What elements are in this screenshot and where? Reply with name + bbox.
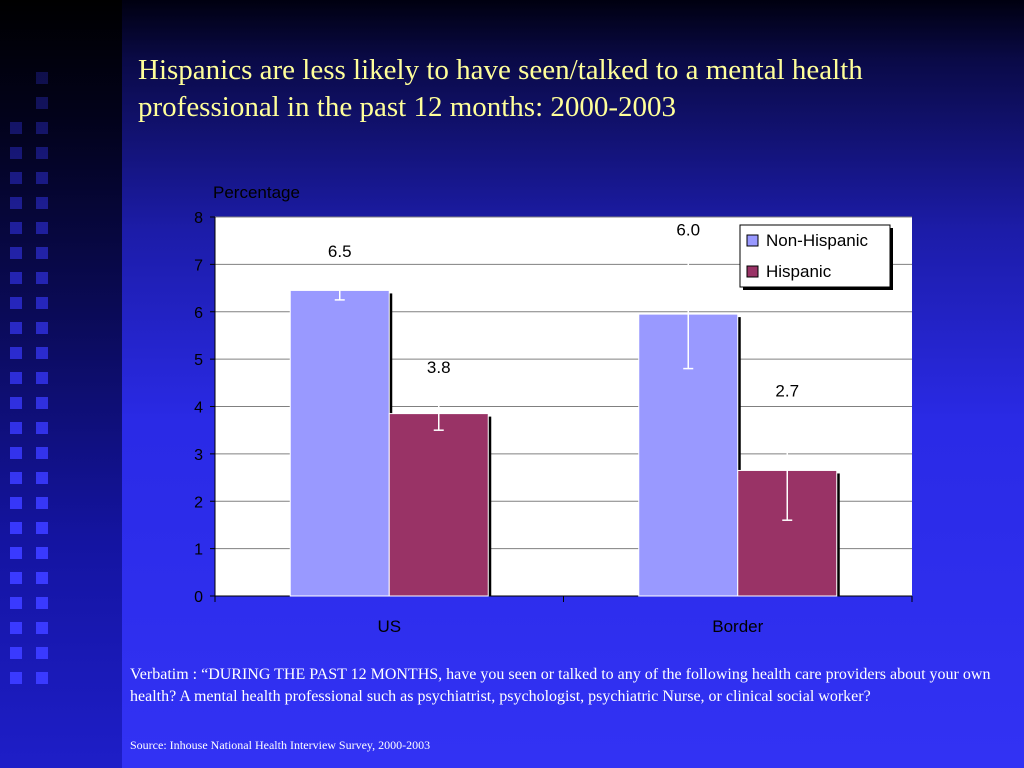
side-square	[36, 297, 48, 309]
side-square	[36, 447, 48, 459]
data-label: 6.0	[676, 221, 700, 240]
side-square	[36, 122, 48, 134]
side-square	[36, 472, 48, 484]
side-square	[10, 272, 22, 284]
x-category-label: Border	[712, 617, 763, 636]
side-square	[10, 122, 22, 134]
side-square	[10, 297, 22, 309]
legend-label: Hispanic	[766, 262, 832, 281]
side-square	[10, 322, 22, 334]
side-square	[10, 447, 22, 459]
side-square	[10, 522, 22, 534]
side-square	[10, 197, 22, 209]
side-square	[36, 172, 48, 184]
bar-non-hispanic-us	[289, 289, 390, 597]
side-square	[36, 672, 48, 684]
side-square	[10, 597, 22, 609]
y-tick-label: 5	[194, 352, 203, 369]
side-square	[36, 547, 48, 559]
data-label: 6.5	[328, 242, 352, 261]
side-square	[36, 397, 48, 409]
side-square	[36, 197, 48, 209]
side-square	[36, 322, 48, 334]
y-tick-label: 7	[194, 257, 203, 274]
y-tick-label: 2	[194, 494, 203, 511]
side-square	[36, 222, 48, 234]
source-note: Source: Inhouse National Health Intervie…	[130, 738, 431, 752]
side-square	[10, 372, 22, 384]
side-square	[36, 272, 48, 284]
side-square	[36, 97, 48, 109]
side-square	[10, 472, 22, 484]
y-tick-label: 3	[194, 447, 203, 464]
legend-swatch	[746, 234, 759, 247]
side-square	[10, 147, 22, 159]
side-square	[10, 622, 22, 634]
side-square	[10, 672, 22, 684]
y-tick-label: 4	[194, 400, 203, 417]
side-square	[10, 572, 22, 584]
side-square	[10, 422, 22, 434]
legend-box	[739, 224, 891, 288]
bar-chart: Percentage 0 1 2 3 4 5 6 7 8 US 6.5 3.8 Border 6.0 2.7…	[194, 183, 913, 636]
y-tick-label: 1	[194, 542, 203, 559]
side-square	[10, 247, 22, 259]
side-square	[36, 72, 48, 84]
side-square	[36, 597, 48, 609]
side-square	[10, 497, 22, 509]
side-square	[10, 172, 22, 184]
side-square	[36, 572, 48, 584]
side-square	[36, 422, 48, 434]
y-tick-label: 8	[194, 210, 203, 227]
legend-swatch	[746, 265, 759, 278]
y-tick-label: 0	[194, 589, 203, 606]
side-square	[36, 622, 48, 634]
side-square	[10, 222, 22, 234]
verbatim-question: Verbatim : “DURING THE PAST 12 MONTHS, h…	[130, 666, 991, 705]
y-tick-label: 6	[194, 305, 203, 322]
bar-hispanic-us	[388, 413, 489, 597]
slide-title: Hispanics are less likely to have seen/t…	[138, 54, 863, 123]
x-category-label: US	[377, 617, 401, 636]
side-square	[10, 647, 22, 659]
side-square	[36, 247, 48, 259]
side-square	[36, 347, 48, 359]
y-axis-label: Percentage	[213, 183, 300, 202]
data-label: 2.7	[775, 382, 799, 401]
side-square	[10, 547, 22, 559]
side-square	[10, 397, 22, 409]
side-decoration-strip	[0, 0, 122, 768]
side-square	[36, 372, 48, 384]
side-square	[36, 647, 48, 659]
side-square	[36, 497, 48, 509]
side-square	[10, 347, 22, 359]
side-square	[36, 522, 48, 534]
legend-label: Non-Hispanic	[766, 231, 869, 250]
side-square	[36, 147, 48, 159]
data-label: 3.8	[427, 358, 451, 377]
